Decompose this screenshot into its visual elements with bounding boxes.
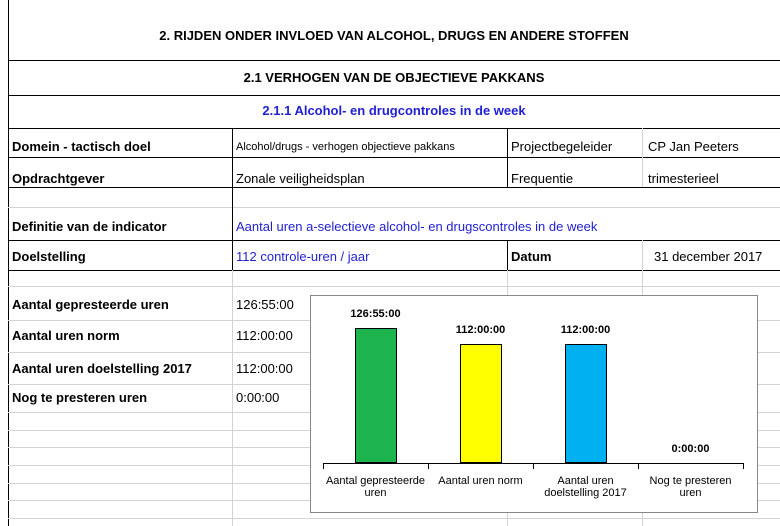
cell: Aantal gepresteerde uren [12,297,169,312]
rule [8,207,780,208]
rule [642,128,643,187]
category-label: Aantal uren norm [438,475,523,487]
cell: CP Jan Peeters [648,139,739,154]
cell: trimesterieel [648,171,719,186]
cell: Frequentie [511,171,574,186]
category-label: Aantal gepresteerde uren [325,475,426,499]
cell: Aantal uren doelstelling 2017 [12,361,192,376]
bar [459,343,502,463]
rule [8,95,780,96]
data-label: 0:00:00 [671,443,710,455]
cell: 0:00:00 [236,390,280,405]
axis-tick [533,463,534,469]
axis-tick [323,463,324,469]
category-label: Nog te presteren uren [649,475,732,499]
cell: Opdrachtgever [12,171,105,186]
subsection: 2.1.1 Alcohol- en drugcontroles in de we… [262,103,526,118]
cell: Definitie van de indicator [12,219,167,234]
rule [507,128,508,187]
cell: Projectbegeleider [511,139,613,154]
cell: Datum [511,249,552,264]
category-label: Aantal uren doelstelling 2017 [544,475,627,499]
bar [564,343,607,463]
cell: 31 december 2017 [654,249,763,264]
chart: 126:55:00 Aantal gepresteerde uren 112:00:… [310,295,758,513]
rule [642,240,643,270]
axis-tick [743,463,744,469]
rule [507,240,508,270]
rule [8,518,780,519]
rule [8,240,780,241]
title: 2. RIJDEN ONDER INVLOED VAN ALCOHOL, DRU… [159,28,629,43]
cell: Domein - tactisch doel [12,139,151,154]
cell: 126:55:00 [236,297,294,312]
border [8,0,9,526]
rule [8,187,780,188]
rule [8,60,780,61]
data-label: 126:55:00 [350,308,401,320]
cell: 112 controle-uren / jaar [236,249,370,264]
cell: 112:00:00 [236,328,293,343]
bar [354,328,397,463]
cell: Alcohol/drugs - verhogen objectieve pakk… [236,141,455,153]
cell: Aantal uren a-selectieve alcohol- en dru… [236,219,598,234]
rule [8,128,780,129]
data-label: 112:00:00 [455,323,506,336]
rule [232,128,233,270]
cell: Aantal uren norm [12,328,120,343]
rule [8,286,780,287]
rule [8,270,780,271]
cell: Doelstelling [12,249,86,264]
section: 2.1 VERHOGEN VAN DE OBJECTIEVE PAKKANS [243,70,545,85]
axis-tick [638,463,639,469]
rule [8,157,780,158]
axis-tick [428,463,429,469]
cell: Zonale veiligheidsplan [236,171,365,186]
cell: 112:00:00 [236,361,293,376]
data-label: 112:00:00 [560,323,611,336]
rule [232,270,233,526]
cell: Nog te presteren uren [12,390,148,405]
